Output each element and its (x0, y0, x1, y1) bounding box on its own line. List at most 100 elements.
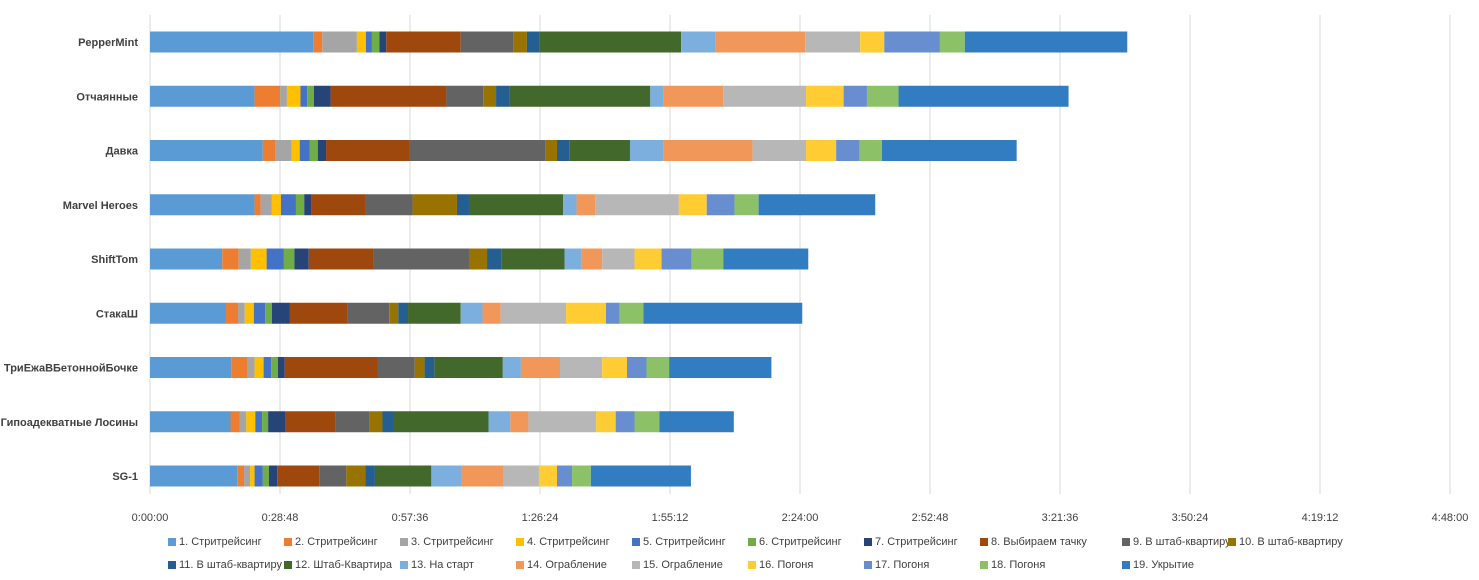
legend-swatch (284, 561, 292, 569)
legend-item: 12. Штаб-Квартира (284, 559, 392, 571)
category-label: Отчаянные (76, 91, 138, 103)
bar-segment (365, 465, 375, 487)
bar-segment (409, 140, 546, 161)
bar-segment (723, 85, 807, 107)
legend-swatch (632, 561, 640, 569)
bar-segment (715, 31, 806, 53)
bar-segment (262, 465, 269, 487)
bar-segment (286, 85, 301, 107)
bar-segment (280, 85, 287, 107)
legend-label: 4. Стритрейсинг (527, 536, 610, 548)
bar-segment (346, 465, 366, 487)
legend-swatch (168, 561, 176, 569)
bar-segment (581, 248, 603, 270)
legend-swatch (1228, 538, 1236, 546)
legend-label: 15. Ограбление (643, 559, 723, 571)
bar-segment (271, 357, 278, 378)
legend-item: 15. Ограбление (632, 559, 723, 571)
bar-segment (483, 85, 497, 107)
bar-segment (663, 85, 724, 107)
x-tick-label: 1:26:24 (522, 512, 559, 524)
bar-segment (650, 85, 664, 107)
bar-segment (373, 248, 469, 270)
bar-segment (254, 85, 281, 107)
legend-label: 1. Стритрейсинг (179, 536, 262, 548)
bar-segment (250, 248, 267, 270)
bar-segment (431, 465, 462, 487)
legend-item: 6. Стритрейсинг (748, 536, 842, 548)
bar-segment (510, 411, 529, 433)
bar-segment (752, 140, 807, 161)
x-tick-label: 0:57:36 (392, 512, 429, 524)
x-tick-label: 1:55:12 (652, 512, 689, 524)
bar-segment (488, 411, 511, 433)
bar-segment (576, 194, 596, 216)
bar-segment (434, 357, 503, 378)
bar-segment (262, 411, 269, 433)
bar-segment (150, 140, 263, 161)
legend-swatch (980, 538, 988, 546)
bar-segment (150, 411, 231, 433)
bar-segment (222, 248, 239, 270)
bar-segment (239, 411, 247, 433)
bar-segment (262, 140, 276, 161)
bar-segment (602, 248, 635, 270)
x-tick-label: 2:24:00 (782, 512, 819, 524)
x-tick-label: 2:52:48 (912, 512, 949, 524)
x-tick-label: 0:00:00 (132, 512, 169, 524)
bar-segment (859, 140, 882, 161)
bar-segment (265, 302, 272, 324)
bar-segment (311, 194, 366, 216)
bar-segment (238, 248, 251, 270)
bar-segment (487, 248, 502, 270)
bar-segment (244, 302, 254, 324)
bar-segment (277, 465, 320, 487)
legend-item: 19. Укрытие (1122, 559, 1194, 571)
bar-segment (734, 194, 759, 216)
bar-segment (253, 302, 266, 324)
category-label: Marvel Heroes (63, 200, 138, 212)
legend-swatch (632, 538, 640, 546)
legend-label: 3. Стритрейсинг (411, 536, 494, 548)
bar-segment (275, 140, 292, 161)
bar-segment (503, 465, 539, 487)
bar-segment (244, 465, 251, 487)
legend-swatch (1122, 561, 1130, 569)
bar-segment (482, 302, 501, 324)
bar-segment (326, 140, 410, 161)
bar-segment (501, 248, 565, 270)
legend-swatch (748, 538, 756, 546)
legend-label: 2. Стритрейсинг (295, 536, 378, 548)
legend-label: 19. Укрытие (1133, 559, 1194, 571)
bar-segment (596, 411, 616, 433)
bar-segment (414, 357, 425, 378)
bar-segment (231, 357, 248, 378)
bar-segment (456, 194, 469, 216)
bar-segment (964, 31, 1128, 53)
bar-segment (237, 465, 245, 487)
bar-segment (626, 357, 647, 378)
bar-segment (313, 31, 323, 53)
bar-segment (271, 302, 290, 324)
bar-segment (615, 411, 635, 433)
bar-segment (255, 411, 263, 433)
bar-segment (681, 31, 716, 53)
bar-segment (564, 248, 582, 270)
bar-segment (691, 248, 724, 270)
bar-segment (408, 302, 461, 324)
bar-segment (595, 194, 679, 216)
bar-segment (150, 85, 255, 107)
bar-segment (150, 248, 223, 270)
bar-segment (365, 31, 372, 53)
legend-item: 17. Погоня (864, 559, 929, 571)
bar-segment (646, 357, 670, 378)
legend-swatch (864, 561, 872, 569)
bar-segment (461, 465, 504, 487)
bar-segment (634, 248, 662, 270)
legend-label: 14. Ограбление (527, 559, 607, 571)
category-label: ТриЕжаВБетоннойБочке (4, 363, 138, 375)
legend-item: 9. В штаб-квартиру (1122, 536, 1231, 548)
bar-segment (304, 194, 312, 216)
legend-swatch (864, 538, 872, 546)
